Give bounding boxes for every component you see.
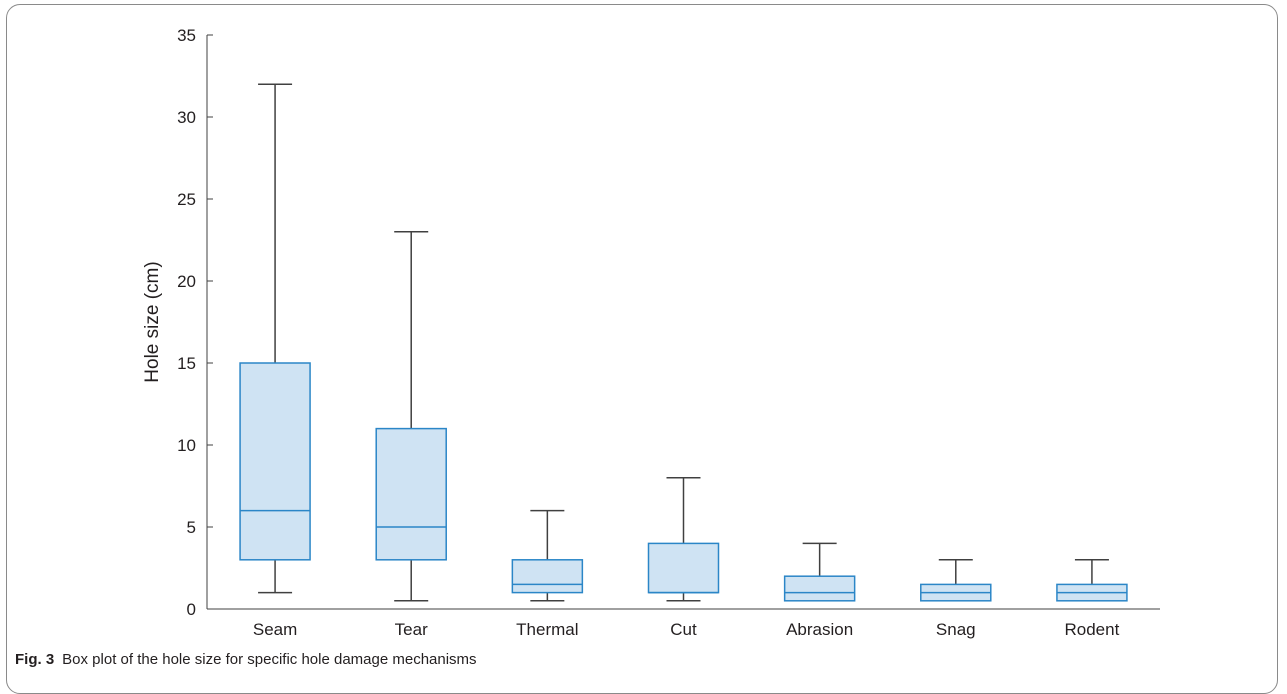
y-tick-label: 35 [177,26,196,45]
x-tick-label: Snag [936,620,976,639]
box-tear [375,427,447,561]
box-thermal [511,559,584,594]
figure-caption-text: Box plot of the hole size for specific h… [62,651,477,668]
figure-label: Fig. 3 [15,651,55,668]
y-tick-label: 25 [177,190,196,209]
box-seam [239,362,311,561]
box-abrasion [783,575,856,602]
box-plot-chart: 0 5 10 15 20 25 30 35 Hole size (cm) Seam Tear Ther… [142,26,1160,639]
x-tick-label: Seam [253,620,297,639]
box-cut [647,542,720,594]
x-tick-label: Tear [395,620,428,639]
y-tick-label: 10 [177,436,196,455]
y-tick-label: 5 [187,518,196,537]
y-tick-label: 15 [177,354,196,373]
y-tick-label: 30 [177,108,196,127]
x-tick-label: Thermal [516,620,578,639]
x-tick-label: Abrasion [786,620,853,639]
y-tick-label: 0 [187,600,196,619]
x-tick-label: Cut [670,620,697,639]
x-tick-label: Rodent [1065,620,1120,639]
figure-caption: Fig. 3 Box plot of the hole size for spec… [15,651,477,668]
y-tick-label: 20 [177,272,196,291]
y-axis-label: Hole size (cm) [142,261,163,382]
